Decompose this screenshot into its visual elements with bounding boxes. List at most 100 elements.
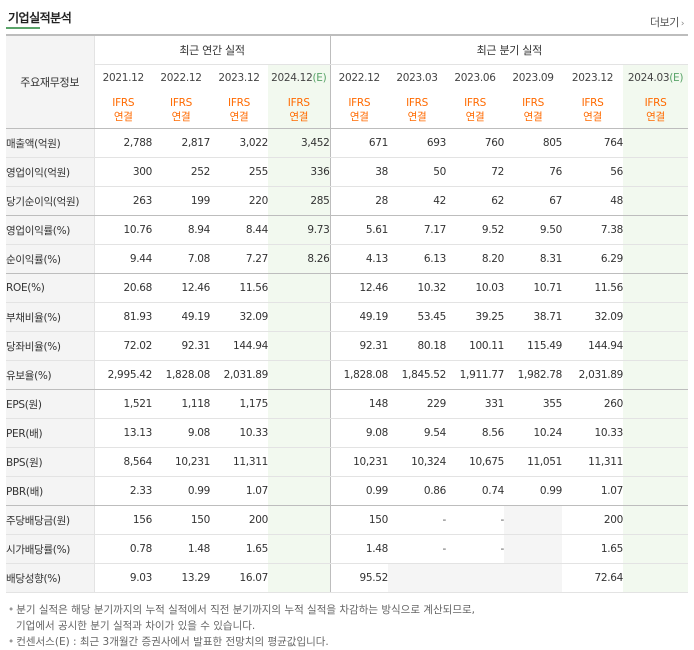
quarterly-group-header: 최근 분기 실적 <box>329 34 689 65</box>
row-label: 유보율(%) <box>6 360 95 390</box>
table-cell: 72.64 <box>562 563 624 593</box>
table-row: PBR(배) 2.33 0.99 1.07 0.99 0.86 0.74 0.99 1.07 <box>6 476 689 506</box>
table-cell: 9.08 <box>152 418 210 448</box>
more-link[interactable]: 더보기 › <box>650 14 685 30</box>
section-title: 기업실적분석 <box>8 11 72 25</box>
table-cell: 764 <box>562 128 624 158</box>
table-cell: 81.93 <box>94 302 152 332</box>
table-cell: 2,031.89 <box>562 360 624 390</box>
table-cell: 0.86 <box>388 476 447 506</box>
table-cell: 2,031.89 <box>210 360 268 390</box>
table-cell: 8.94 <box>152 215 210 245</box>
table-cell <box>268 447 331 477</box>
table-cell: 7.17 <box>388 215 447 245</box>
table-cell <box>623 215 689 245</box>
table-cell: - <box>446 534 505 564</box>
standard-line-1: IFRS <box>287 96 310 109</box>
table-cell <box>268 389 331 419</box>
period-label: 2024.12 <box>271 72 313 84</box>
period-label: 2023.06 <box>454 72 496 84</box>
table-cell: 1,982.78 <box>504 360 563 390</box>
table-cell: 2.33 <box>94 476 152 506</box>
footnote-2-text: 컨센서스(E) : 최근 3개월간 증권사에서 발표한 전망치의 평균값입니다. <box>16 636 329 648</box>
table-cell: 1,118 <box>152 389 210 419</box>
table-cell: 693 <box>388 128 447 158</box>
row-label: 주당배당금(원) <box>6 505 95 535</box>
table-cell: 8.20 <box>446 244 505 274</box>
table-cell: 11.56 <box>562 273 624 303</box>
table-cell: 2,995.42 <box>94 360 152 390</box>
table-cell: 10.03 <box>446 273 505 303</box>
table-cell: 12.46 <box>329 273 389 303</box>
footnote-2: • 컨센서스(E) : 최근 3개월간 증권사에서 발표한 전망치의 평균값입니다… <box>8 634 688 650</box>
standard-line-2: 연결 <box>523 110 543 123</box>
table-cell <box>504 534 563 564</box>
standard-line-2: 연결 <box>407 110 427 123</box>
table-row: BPS(원) 8,564 10,231 11,311 10,231 10,324 10,67… <box>6 447 689 477</box>
table-cell <box>446 563 505 593</box>
standard-line-1: IFRS <box>464 96 486 109</box>
accounting-standard: IFRS 연결 <box>623 91 689 129</box>
period-header: 2023.03 <box>388 65 446 92</box>
footnote-1-line-1: 분기 실적은 해당 분기까지의 누적 실적에서 직전 분기까지의 누적 실적을 … <box>16 604 475 616</box>
table-cell: 10,231 <box>329 447 389 477</box>
table-cell: 252 <box>152 157 210 187</box>
table-cell: 199 <box>152 186 210 216</box>
footnote-1: • 분기 실적은 해당 분기까지의 누적 실적에서 직전 분기까지의 누적 실적을… <box>8 602 688 618</box>
standard-line-1: IFRS <box>406 96 428 109</box>
row-label: PER(배) <box>6 418 95 448</box>
table-cell: 336 <box>268 157 331 187</box>
more-link-label: 더보기 <box>650 16 679 29</box>
row-label: BPS(원) <box>6 447 95 477</box>
table-cell <box>623 273 689 303</box>
period-header: 2024.12(E) <box>268 64 331 91</box>
table-cell: 7.38 <box>562 215 624 245</box>
row-label: 당기순이익(억원) <box>6 186 95 216</box>
table-row: 당좌비율(%) 72.02 92.31 144.94 92.31 80.18 100.11 1… <box>6 331 689 361</box>
table-cell: - <box>388 534 447 564</box>
standard-line-1: IFRS <box>581 96 604 109</box>
row-label: 배당성향(%) <box>6 563 95 593</box>
table-cell <box>623 563 689 593</box>
table-cell <box>623 186 689 216</box>
annual-group-header: 최근 연간 실적 <box>94 34 331 65</box>
standard-line-1: IFRS <box>170 96 192 109</box>
table-row: 시가배당률(%) 0.78 1.48 1.65 1.48- -1.65 <box>6 534 689 564</box>
table-row: EPS(원) 1,521 1,118 1,175 148 229 331 355 260 <box>6 389 689 419</box>
bullet-icon: • <box>8 604 15 616</box>
accounting-standard: IFRS 연결 <box>94 91 152 129</box>
table-cell: 144.94 <box>210 331 268 361</box>
table-cell <box>623 244 689 274</box>
table-cell: 200 <box>210 505 268 535</box>
table-cell: 49.19 <box>329 302 389 332</box>
table-cell: 32.09 <box>562 302 624 332</box>
accounting-standard: IFRS 연결 <box>329 91 389 129</box>
standard-line-1: IFRS <box>348 96 371 109</box>
table-cell: 4.13 <box>329 244 389 274</box>
period-label: 2024.03 <box>627 72 670 84</box>
table-cell: 671 <box>329 128 389 158</box>
table-cell: 62 <box>446 186 505 216</box>
row-label: 영업이익률(%) <box>6 215 95 245</box>
table-cell: 8.26 <box>268 244 331 274</box>
table-cell: 0.99 <box>152 476 210 506</box>
table-cell <box>268 476 331 506</box>
table-cell <box>623 331 689 361</box>
table-cell <box>268 331 331 361</box>
table-cell: 331 <box>446 389 505 419</box>
table-cell: 9.44 <box>94 244 152 274</box>
table-cell: 0.78 <box>94 534 152 564</box>
table-cell: 10.76 <box>94 215 152 245</box>
row-label: 당좌비율(%) <box>6 331 95 361</box>
table-cell: 263 <box>94 186 152 216</box>
row-label: EPS(원) <box>6 389 95 419</box>
table-cell: 50 <box>388 157 447 187</box>
table-cell: 72 <box>446 157 505 187</box>
table-cell: 1,845.52 <box>388 360 447 390</box>
table-cell: 150 <box>329 505 389 535</box>
table-cell: 39.25 <box>446 302 505 332</box>
table-cell <box>504 505 563 535</box>
table-cell: - <box>446 505 505 535</box>
row-label: PBR(배) <box>6 476 95 506</box>
period-label: 2022.12 <box>338 72 381 84</box>
